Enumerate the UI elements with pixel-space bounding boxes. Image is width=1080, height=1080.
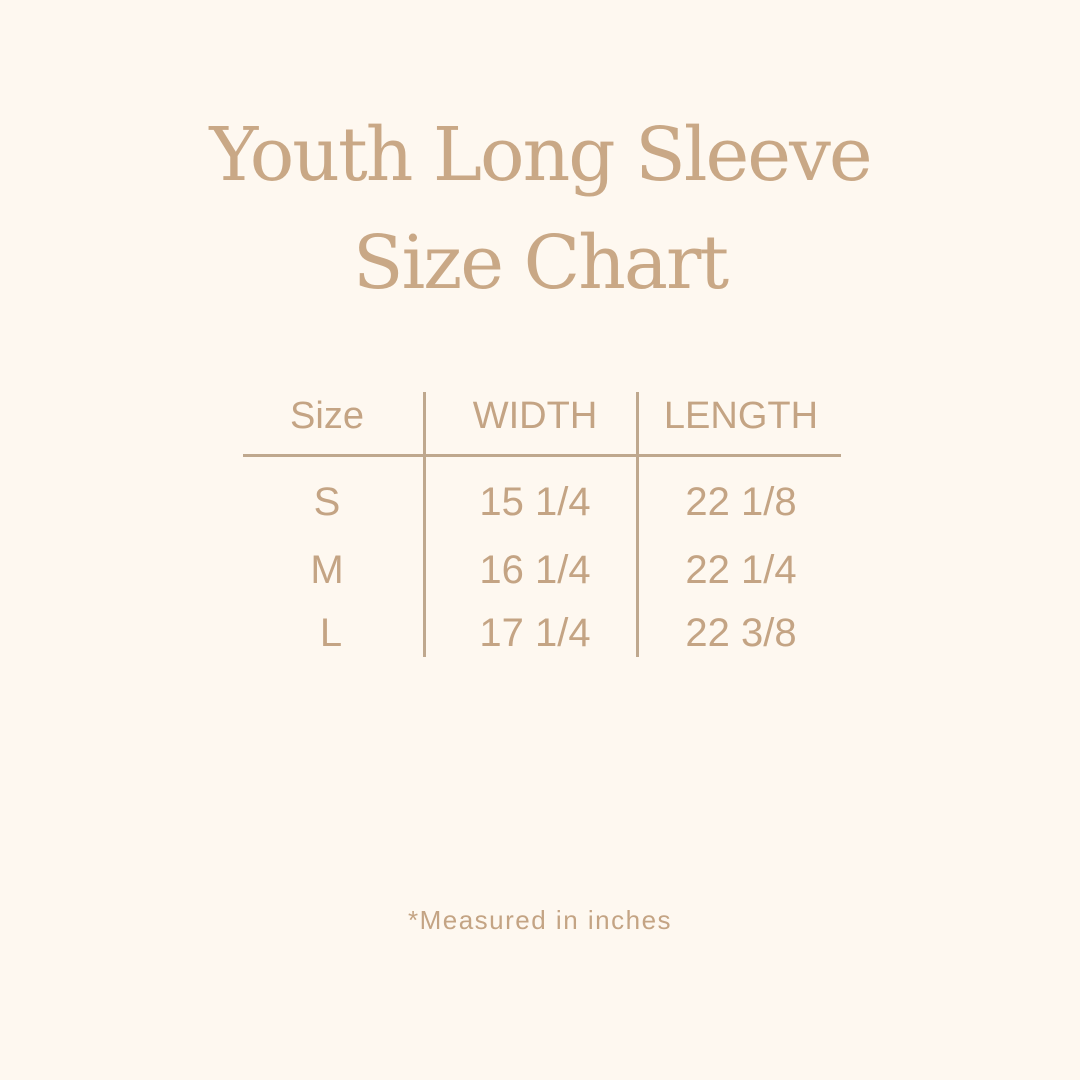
length-cell: 22 1/4 [685, 548, 797, 592]
header-divider [243, 454, 841, 457]
header-size: Size [290, 395, 364, 437]
length-cell: 22 1/8 [685, 480, 797, 524]
length-cell: 22 3/8 [685, 611, 797, 655]
width-cell: 17 1/4 [479, 611, 591, 655]
page-title-line-1: Youth Long Sleeve [209, 112, 872, 198]
column-divider-1 [423, 392, 426, 657]
size-cell: L [319, 611, 343, 655]
width-cell: 15 1/4 [479, 480, 591, 524]
footnote: *Measured in inches [407, 905, 673, 935]
page-title-line-2: Size Chart [352, 220, 729, 306]
header-length: LENGTH [663, 395, 819, 437]
width-cell: 16 1/4 [479, 548, 591, 592]
size-cell: S [313, 480, 341, 524]
column-divider-2 [636, 392, 639, 657]
size-cell: M [310, 548, 344, 592]
header-width: WIDTH [472, 395, 598, 437]
